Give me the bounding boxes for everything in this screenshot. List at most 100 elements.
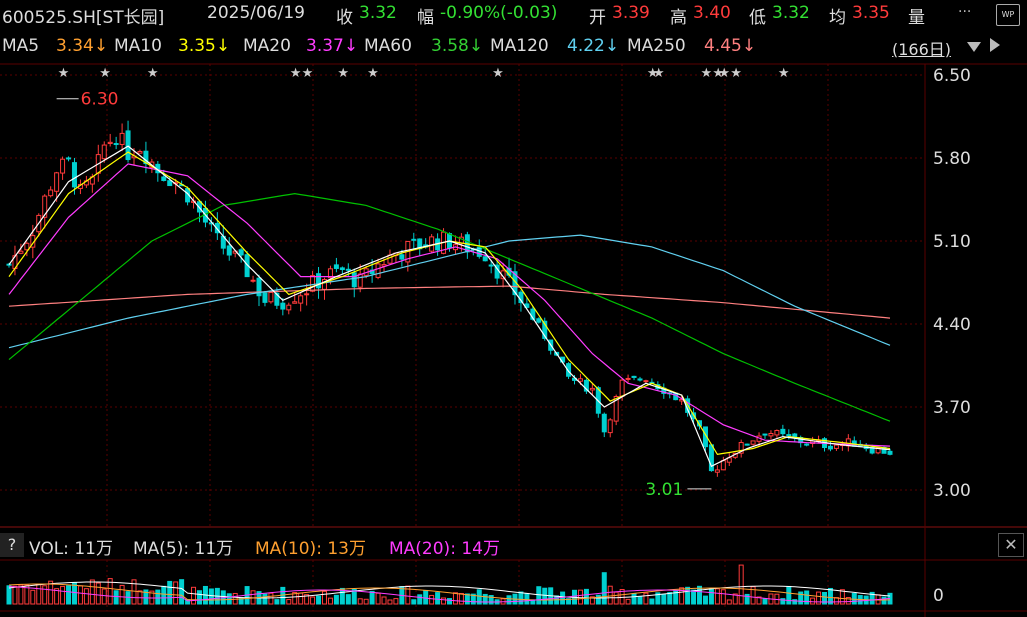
candle-body bbox=[738, 442, 744, 454]
close-icon[interactable]: ✕ bbox=[998, 533, 1024, 557]
volume-bar bbox=[298, 592, 304, 605]
low-label: 低 bbox=[749, 8, 766, 28]
volume-bar bbox=[601, 572, 607, 605]
vol-ma20: MA(20): 14万 bbox=[389, 539, 500, 559]
chg-value: -0.90%(-0.03) bbox=[440, 3, 558, 23]
volume-bar bbox=[661, 593, 667, 605]
volume-bar bbox=[161, 585, 167, 605]
volume-bar bbox=[625, 598, 631, 605]
candle-body bbox=[583, 379, 589, 392]
wp-icon[interactable]: WP bbox=[996, 4, 1020, 26]
volume-bar bbox=[321, 590, 327, 605]
ma60-line bbox=[8, 192, 891, 422]
volume-bar bbox=[702, 595, 708, 605]
vol-tick-label: 0 bbox=[933, 586, 944, 606]
ma20-value: 3.37↓ bbox=[306, 36, 359, 56]
candle-body bbox=[827, 445, 833, 450]
volume-bar bbox=[673, 590, 679, 605]
volume-bar bbox=[101, 588, 107, 605]
candle-body bbox=[566, 363, 572, 377]
volume-bar bbox=[66, 585, 72, 605]
expand-right-icon[interactable] bbox=[990, 38, 1000, 52]
candle-body bbox=[625, 377, 631, 380]
vol-ma-line bbox=[8, 581, 891, 599]
y-tick-label: 5.80 bbox=[933, 149, 971, 169]
ma5-label: MA5 bbox=[2, 36, 40, 56]
volume-bar bbox=[595, 594, 601, 605]
volume-bar bbox=[107, 578, 113, 605]
volume-bar bbox=[173, 581, 179, 605]
ma250-label: MA250 bbox=[627, 36, 686, 56]
candle-body bbox=[702, 426, 708, 448]
volume-bar bbox=[708, 588, 714, 605]
volume-bar bbox=[738, 564, 744, 605]
volume-bar bbox=[685, 586, 691, 605]
period-selector[interactable]: (166日) bbox=[892, 40, 952, 59]
candle-body bbox=[250, 279, 256, 282]
volume-bar bbox=[208, 588, 214, 605]
ma5-line bbox=[8, 145, 891, 468]
candle-body bbox=[780, 428, 786, 435]
candle-body bbox=[48, 189, 54, 197]
volume-bar bbox=[476, 589, 482, 605]
volume-bar bbox=[845, 597, 851, 605]
candle-body bbox=[107, 141, 113, 144]
volume-bar bbox=[441, 597, 447, 605]
candle-body bbox=[357, 273, 363, 288]
candle-body bbox=[327, 268, 333, 279]
candle-body bbox=[244, 254, 250, 278]
volume-bar bbox=[417, 594, 423, 605]
candle-body bbox=[833, 444, 839, 449]
volume-bar bbox=[310, 596, 316, 605]
vol-value: VOL: 11万 bbox=[29, 539, 113, 559]
volume-bar bbox=[643, 592, 649, 605]
dropdown-icon[interactable] bbox=[967, 42, 981, 52]
star-marker: ★ bbox=[302, 66, 314, 81]
candle-body bbox=[542, 320, 548, 339]
volume-bar bbox=[60, 585, 66, 605]
ma20-line bbox=[8, 163, 891, 447]
star-marker: ★ bbox=[653, 66, 665, 81]
star-marker: ★ bbox=[367, 66, 379, 81]
candle-body bbox=[613, 396, 619, 422]
candle-body bbox=[66, 157, 72, 160]
volume-bar bbox=[113, 590, 119, 605]
candle-body bbox=[601, 413, 607, 433]
candle-body bbox=[750, 440, 756, 445]
volume-bar bbox=[411, 599, 417, 605]
volume-bar bbox=[286, 599, 292, 605]
volume-bar bbox=[363, 598, 369, 605]
avg-value: 3.35 bbox=[852, 3, 890, 23]
candle-body bbox=[113, 143, 119, 146]
volume-bar bbox=[732, 593, 738, 605]
help-icon[interactable]: ? bbox=[0, 533, 24, 557]
volume-bar bbox=[357, 598, 363, 605]
volume-bar bbox=[24, 584, 30, 605]
ma60-label: MA60 bbox=[364, 36, 412, 56]
star-marker: ★ bbox=[492, 66, 504, 81]
volume-bar bbox=[18, 584, 24, 605]
stock-code[interactable]: 600525.SH[ST长园] bbox=[2, 8, 165, 28]
candle-body bbox=[804, 443, 810, 446]
volume-bar bbox=[30, 589, 36, 605]
more-icon[interactable]: ... bbox=[958, 0, 972, 16]
volume-bar bbox=[822, 591, 828, 605]
ma10-label: MA10 bbox=[114, 36, 162, 56]
candle-body bbox=[161, 176, 167, 181]
volume-bar bbox=[226, 593, 232, 605]
star-marker: ★ bbox=[778, 66, 790, 81]
volume-bar bbox=[869, 591, 875, 605]
vol-ma-line bbox=[8, 586, 891, 603]
candle-body bbox=[744, 443, 750, 446]
quote-date: 2025/06/19 bbox=[207, 3, 305, 23]
volume-bar bbox=[655, 592, 661, 605]
volume-bar bbox=[542, 587, 548, 605]
star-marker: ★ bbox=[58, 66, 70, 81]
candle-body bbox=[256, 277, 262, 297]
y-tick-label: 4.40 bbox=[933, 315, 971, 335]
candle-body bbox=[631, 375, 637, 378]
star-marker: ★ bbox=[337, 66, 349, 81]
y-tick-label: 3.70 bbox=[933, 398, 971, 418]
volume-bar bbox=[447, 598, 452, 605]
